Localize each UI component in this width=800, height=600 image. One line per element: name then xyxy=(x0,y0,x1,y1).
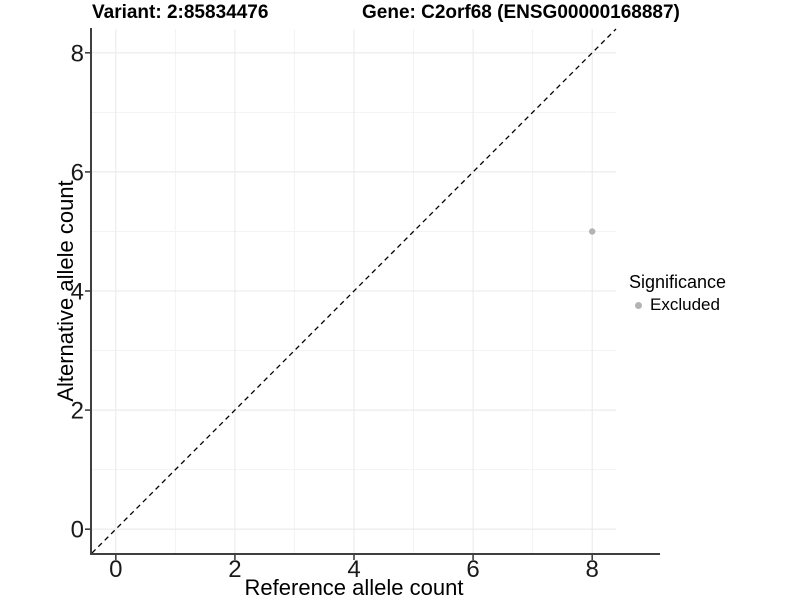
legend: Significance Excluded xyxy=(629,271,726,315)
y-axis-title: Alternative allele count xyxy=(53,180,78,402)
x-tick-label: 0 xyxy=(109,556,122,583)
legend-title: Significance xyxy=(629,272,727,292)
y-tick-label: 2 xyxy=(71,398,84,425)
x-tick-label: 4 xyxy=(347,556,360,583)
y-tick-label: 4 xyxy=(71,279,84,306)
y-tick-label: 0 xyxy=(71,517,84,544)
y-tick-label: 8 xyxy=(71,40,84,67)
legend-entry-label: Excluded xyxy=(650,295,720,314)
x-tick-label: 6 xyxy=(466,556,479,583)
legend-entry: Excluded xyxy=(629,295,726,315)
x-tick-label: 2 xyxy=(228,556,241,583)
x-axis-title: Reference allele count xyxy=(244,575,464,600)
data-point xyxy=(588,228,596,235)
gene-title: Gene: C2orf68 (ENSG00000168887) xyxy=(362,2,680,23)
identity-line xyxy=(91,28,617,554)
x-tick-label: 8 xyxy=(586,556,599,583)
variant-title: Variant: 2:85834476 xyxy=(92,2,269,23)
excluded-point-icon xyxy=(635,301,642,309)
y-tick-label: 6 xyxy=(71,159,84,186)
